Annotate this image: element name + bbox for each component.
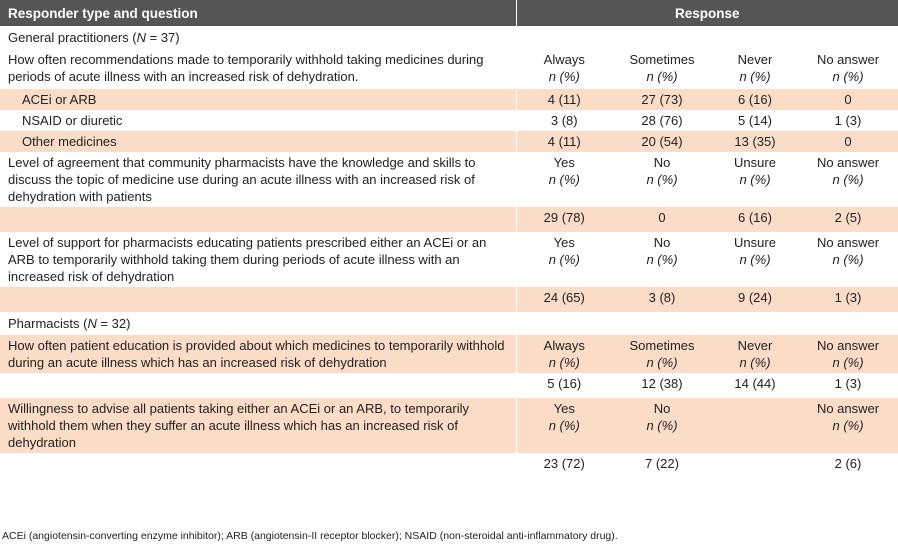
cell-value: 14 (44) <box>712 373 798 398</box>
cell-value: 12 (38) <box>612 373 712 398</box>
response-header: No answer n (%) <box>798 232 898 287</box>
cell-value: 1 (3) <box>798 373 898 398</box>
question-text-2: Level of agreement that community pharma… <box>0 152 517 207</box>
cell-value: 28 (76) <box>612 110 712 131</box>
response-header: Yes n (%) <box>516 398 612 453</box>
cell-value: 4 (11) <box>516 131 612 152</box>
cell-value: 5 (16) <box>516 373 612 398</box>
table-row: ACEi or ARB 4 (11) 27 (73) 6 (16) 0 <box>0 89 898 110</box>
response-header: Always n (%) <box>516 335 612 373</box>
cell-value: 1 (3) <box>798 287 898 312</box>
response-header: Unsure n (%) <box>712 152 798 207</box>
cell-value: 5 (14) <box>712 110 798 131</box>
response-header: Always n (%) <box>516 49 612 89</box>
cell-value: 29 (78) <box>516 207 612 232</box>
response-header: Never n (%) <box>712 335 798 373</box>
cell-value: 2 (5) <box>798 207 898 232</box>
cell-value: 0 <box>798 131 898 152</box>
response-header: No n (%) <box>612 152 712 207</box>
question-text-4: How often patient education is provided … <box>0 335 517 373</box>
cell-value: 0 <box>612 207 712 232</box>
response-header: Never n (%) <box>712 49 798 89</box>
row-label: Other medicines <box>0 131 517 152</box>
section-row-pharmacists: Pharmacists (N = 32) <box>0 312 898 335</box>
cell-value: 0 <box>798 89 898 110</box>
question-text-3: Level of support for pharmacists educati… <box>0 232 517 287</box>
question-text-1: How often recommendations made to tempor… <box>0 49 517 89</box>
response-header: Unsure n (%) <box>712 232 798 287</box>
header-response: Response <box>515 0 898 26</box>
cell-value: 20 (54) <box>612 131 712 152</box>
response-header: No answer n (%) <box>798 152 898 207</box>
response-header: No n (%) <box>612 398 712 453</box>
response-header: Sometimes n (%) <box>612 335 712 373</box>
question-row-3: Level of support for pharmacists educati… <box>0 232 898 287</box>
cell-value: 6 (16) <box>712 89 798 110</box>
table-row: 24 (65) 3 (8) 9 (24) 1 (3) <box>0 287 898 312</box>
cell-value: 7 (22) <box>612 453 712 478</box>
row-label: NSAID or diuretic <box>0 110 517 131</box>
cell-value: 13 (35) <box>712 131 798 152</box>
table-row: 23 (72) 7 (22) 2 (6) <box>0 453 898 478</box>
question-row-5: Willingness to advise all patients takin… <box>0 398 898 453</box>
section-label-gp: General practitioners (N = 37) <box>0 26 517 49</box>
cell-value: 27 (73) <box>612 89 712 110</box>
cell-value: 24 (65) <box>516 287 612 312</box>
response-header <box>712 398 798 453</box>
table-row: NSAID or diuretic 3 (8) 28 (76) 5 (14) 1… <box>0 110 898 131</box>
section-label-pharmacists: Pharmacists (N = 32) <box>0 312 517 335</box>
cell-value: 4 (11) <box>516 89 612 110</box>
footnote: ACEi (angiotensin-converting enzyme inhi… <box>2 530 618 542</box>
cell-value: 1 (3) <box>798 110 898 131</box>
results-table: Responder type and question Response Gen… <box>0 0 898 478</box>
response-header: No answer n (%) <box>798 49 898 89</box>
section-row-gp: General practitioners (N = 37) <box>0 26 898 49</box>
cell-value: 9 (24) <box>712 287 798 312</box>
response-header: No answer n (%) <box>798 398 898 453</box>
table-row: 29 (78) 0 6 (16) 2 (5) <box>0 207 898 232</box>
table-row: Other medicines 4 (11) 20 (54) 13 (35) 0 <box>0 131 898 152</box>
cell-value: 2 (6) <box>798 453 898 478</box>
question-row-2: Level of agreement that community pharma… <box>0 152 898 207</box>
question-row-4: How often patient education is provided … <box>0 335 898 373</box>
response-header: Yes n (%) <box>516 152 612 207</box>
row-label: ACEi or ARB <box>0 89 517 110</box>
cell-value: 6 (16) <box>712 207 798 232</box>
cell-value <box>712 453 798 478</box>
table-header-row: Responder type and question Response <box>0 0 898 26</box>
header-responder-type: Responder type and question <box>0 0 516 26</box>
response-header: No n (%) <box>612 232 712 287</box>
cell-value: 23 (72) <box>516 453 612 478</box>
table-row: 5 (16) 12 (38) 14 (44) 1 (3) <box>0 373 898 398</box>
question-text-5: Willingness to advise all patients takin… <box>0 398 517 453</box>
response-header: No answer n (%) <box>798 335 898 373</box>
response-header: Yes n (%) <box>516 232 612 287</box>
cell-value: 3 (8) <box>612 287 712 312</box>
question-row-1: How often recommendations made to tempor… <box>0 49 898 89</box>
response-header: Sometimes n (%) <box>612 49 712 89</box>
cell-value: 3 (8) <box>516 110 612 131</box>
